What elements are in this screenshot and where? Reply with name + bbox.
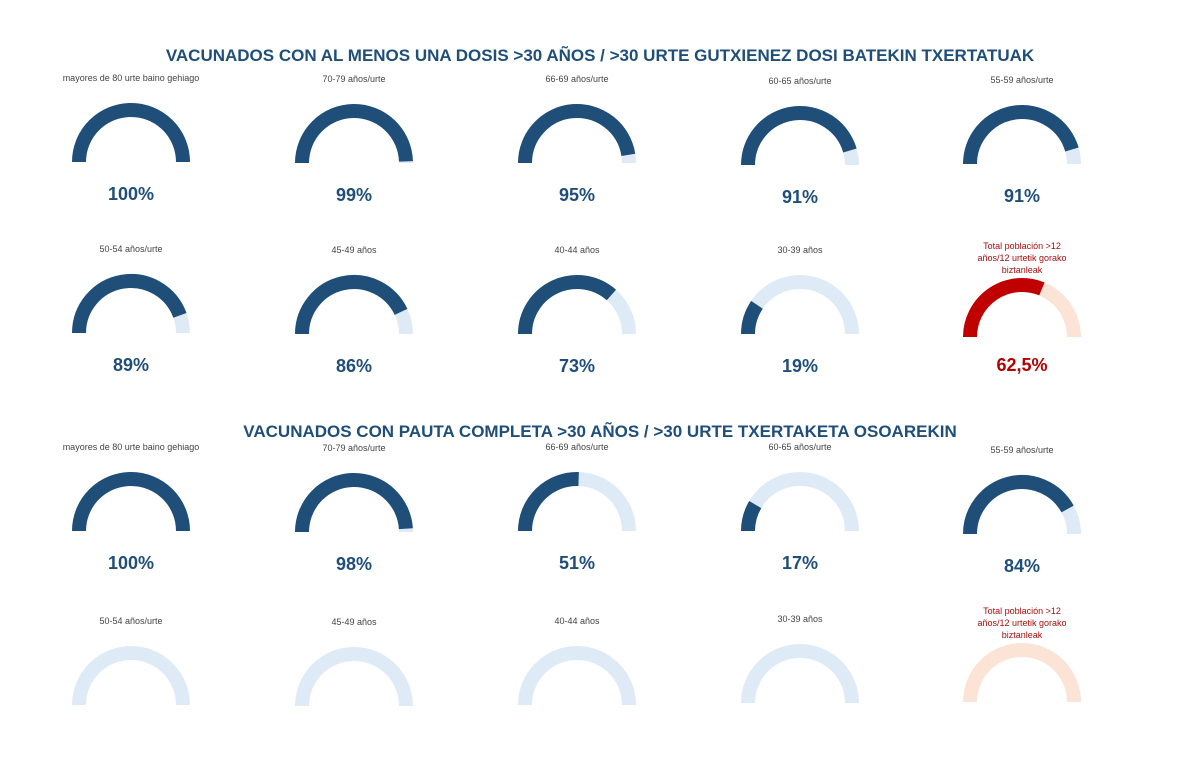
gauge: 60-65 años/urte 91%: [700, 75, 900, 225]
gauge: 40-44 años 73%: [477, 244, 677, 394]
gauge-value: 86%: [335, 356, 373, 376]
gauge-arc: [72, 472, 190, 532]
gauge-arc: [295, 647, 413, 707]
gauge-label: 30-39 años: [777, 245, 823, 255]
gauge-arc: [963, 105, 1081, 165]
gauge: 55-59 años/urte 84%: [922, 444, 1122, 594]
gauge-label: 70-79 años/urte: [322, 443, 386, 453]
gauge: 66-69 años/urte 95%: [477, 73, 677, 223]
gauge-label: 60-65 años/urte: [768, 442, 832, 452]
gauge-value: 19%: [781, 356, 819, 376]
gauge: 55-59 años/urte 91%: [922, 74, 1122, 224]
gauge-track: [741, 644, 859, 704]
gauge-track: [295, 647, 413, 707]
gauge: 45-49 años 86%: [254, 244, 454, 394]
gauge-arc: [963, 643, 1081, 703]
gauge-arc: [518, 275, 636, 335]
gauge-value: 17%: [781, 553, 819, 573]
gauge-track: [741, 275, 859, 335]
gauge-label: 66-69 años/urte: [545, 442, 609, 452]
gauge-value: 95%: [558, 185, 596, 205]
gauge-value: 91%: [1003, 186, 1041, 206]
gauge-fill: [295, 473, 413, 533]
gauge-value: 100%: [107, 184, 155, 204]
gauge-fill: [963, 475, 1074, 535]
gauge-label: 45-49 años: [331, 617, 377, 627]
gauge-arc: [72, 274, 190, 334]
gauge: mayores de 80 urte baino gehiago 100%: [31, 441, 231, 591]
gauge: 45-49 años: [254, 616, 454, 766]
gauge-label: 70-79 años/urte: [322, 74, 386, 84]
gauge-track: [963, 643, 1081, 703]
gauge-fill: [741, 106, 857, 166]
gauge-fill: [72, 274, 187, 334]
gauge-value: 99%: [335, 185, 373, 205]
gauge-value: 84%: [1003, 556, 1041, 576]
gauge: Total población >12 años/12 urtetik gora…: [922, 606, 1122, 758]
section-title-full-schedule: VACUNADOS CON PAUTA COMPLETA >30 AÑOS / …: [243, 422, 957, 441]
gauge: 60-65 años/urte 17%: [700, 441, 900, 591]
gauge-label: 55-59 años/urte: [990, 445, 1054, 455]
gauge-arc: [741, 106, 859, 166]
gauge-track: [518, 646, 636, 706]
gauge-fill: [741, 500, 762, 532]
gauge: 70-79 años/urte 99%: [254, 73, 454, 223]
gauge-fill: [963, 105, 1079, 165]
gauge-label: 40-44 años: [554, 616, 600, 626]
section-title-one-dose: VACUNADOS CON AL MENOS UNA DOSIS >30 AÑO…: [165, 46, 1035, 65]
gauge-arc: [963, 278, 1081, 338]
gauge-fill: [741, 300, 763, 335]
gauge-label: 66-69 años/urte: [545, 74, 609, 84]
gauge-label: Total población >12 años/12 urtetik gora…: [977, 241, 1067, 275]
gauge-arc: [295, 104, 413, 164]
gauge: 30-39 años: [700, 613, 900, 763]
gauge-value: 98%: [335, 554, 373, 574]
gauge-label: 40-44 años: [554, 245, 600, 255]
gauge-value: 51%: [558, 553, 596, 573]
gauge-arc: [518, 646, 636, 706]
gauge-label: 50-54 años/urte: [99, 244, 163, 254]
gauge-track: [72, 646, 190, 706]
gauge-arc: [518, 472, 636, 532]
gauge-fill: [72, 472, 190, 532]
gauge-arc: [72, 646, 190, 706]
gauge-label: 50-54 años/urte: [99, 616, 163, 626]
gauge: 50-54 años/urte: [31, 615, 231, 765]
gauge-fill: [518, 472, 579, 532]
gauge-fill: [518, 275, 617, 335]
gauge-fill: [518, 104, 636, 164]
gauge-value: 89%: [112, 355, 150, 375]
gauge-value: 62,5%: [996, 355, 1048, 375]
gauge-label: mayores de 80 urte baino gehiago: [62, 442, 200, 452]
gauge-label: 55-59 años/urte: [990, 75, 1054, 85]
gauge-arc: [518, 104, 636, 164]
gauge: 50-54 años/urte 89%: [31, 243, 231, 393]
gauge-fill: [72, 103, 190, 163]
gauge-label: mayores de 80 urte baino gehiago: [62, 73, 200, 83]
gauge-label: 30-39 años: [777, 614, 823, 624]
gauge: mayores de 80 urte baino gehiago 100%: [31, 72, 231, 222]
gauge: Total población >12 años/12 urtetik gora…: [922, 241, 1122, 393]
gauge-value: 73%: [558, 356, 596, 376]
gauge-fill: [963, 278, 1045, 338]
gauge-arc: [295, 473, 413, 533]
gauge-arc: [963, 475, 1081, 535]
gauge: 30-39 años 19%: [700, 244, 900, 394]
gauge: 66-69 años/urte 51%: [477, 441, 677, 591]
gauge-fill: [295, 104, 413, 164]
gauge: 70-79 años/urte 98%: [254, 442, 454, 592]
gauge-track: [741, 472, 859, 532]
gauge-arc: [72, 103, 190, 163]
gauge-value: 100%: [107, 553, 155, 573]
gauge-arc: [295, 275, 413, 335]
gauge-arc: [741, 275, 859, 335]
gauge-value: 91%: [781, 187, 819, 207]
gauge-fill: [295, 275, 408, 335]
gauge-label: 45-49 años: [331, 245, 377, 255]
gauge: 40-44 años: [477, 615, 677, 765]
gauge-arc: [741, 472, 859, 532]
gauge-label: 60-65 años/urte: [768, 76, 832, 86]
